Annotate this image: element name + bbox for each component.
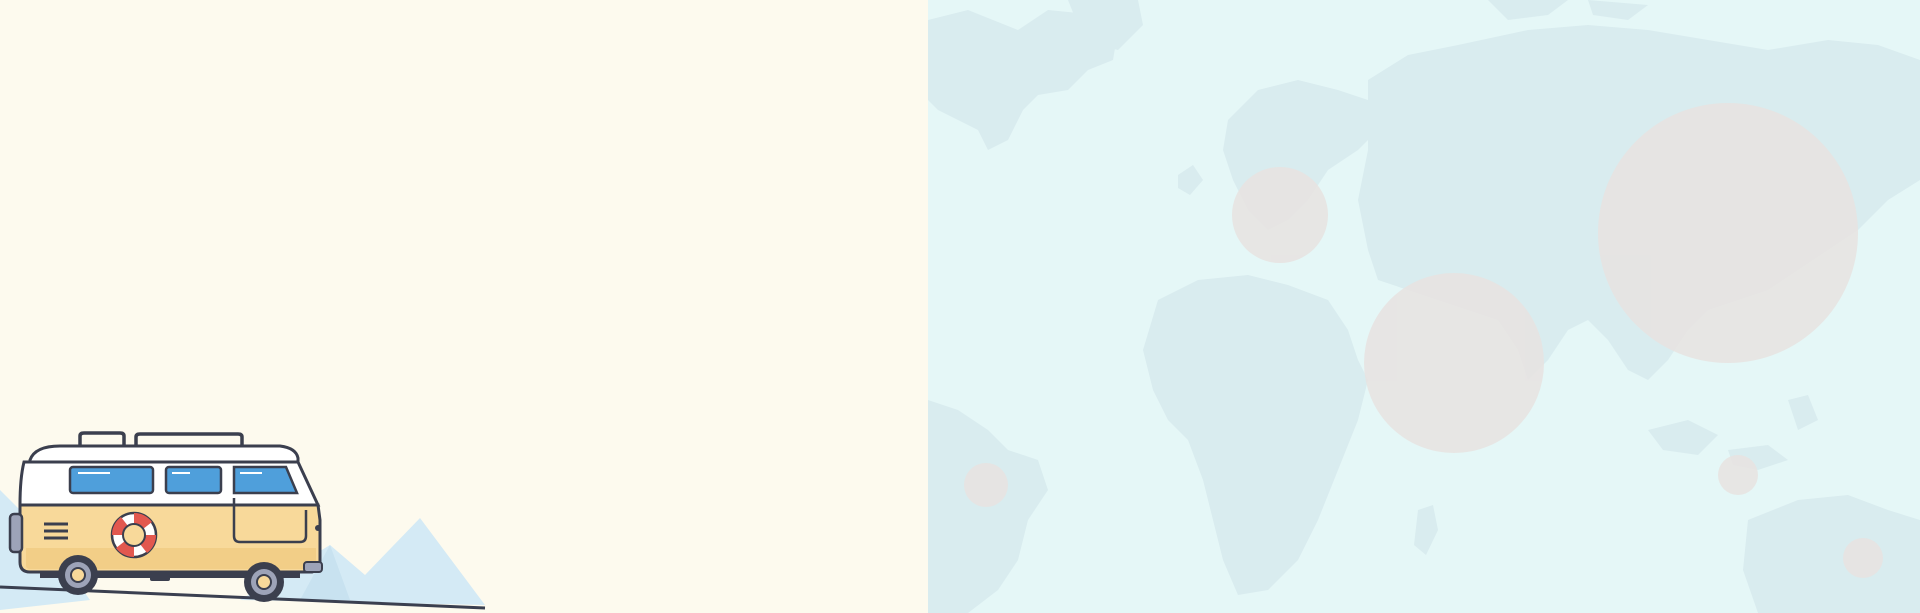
van-window-middle: [164, 465, 223, 495]
left-background: [0, 0, 928, 613]
bubble-east-asia: [1598, 103, 1858, 363]
life-ring-icon: [110, 511, 158, 559]
rear-wheel: [58, 555, 98, 595]
mountain-right: [240, 518, 485, 605]
van-window-front: [232, 465, 299, 495]
bubble-south-america: [964, 463, 1008, 507]
right-panel: [928, 0, 1920, 613]
bubble-australia: [1843, 538, 1883, 578]
map-bubbles: [964, 103, 1883, 578]
front-wheel: [244, 562, 284, 602]
camper-van-icon: [8, 431, 323, 602]
bubble-middle-east: [1364, 273, 1544, 453]
left-panel: [0, 0, 928, 613]
bubble-southeast-asia: [1718, 455, 1758, 495]
mountain-shade: [300, 545, 350, 600]
van-window-rear: [68, 465, 155, 495]
bubble-europe: [1232, 167, 1328, 263]
world-map-icon: [928, 0, 1920, 613]
